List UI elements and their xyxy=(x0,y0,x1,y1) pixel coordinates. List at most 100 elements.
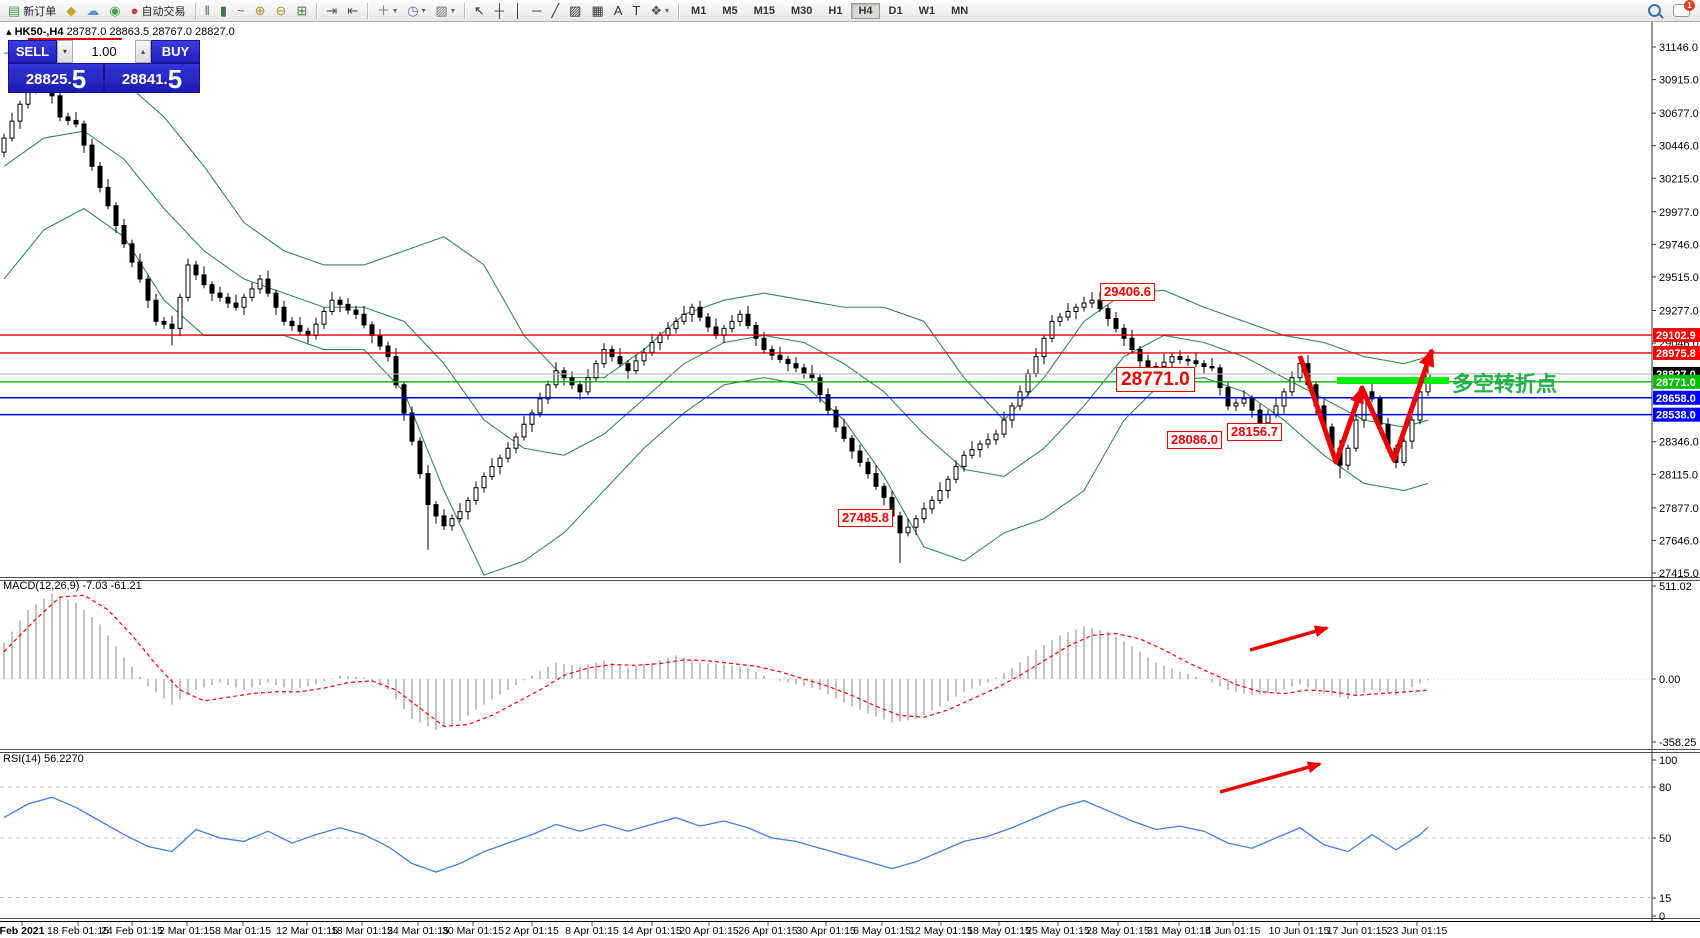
trendline-button[interactable]: ╱ xyxy=(546,1,564,21)
bar-chart-button[interactable]: ‖ xyxy=(200,1,215,21)
candle xyxy=(489,466,495,477)
timeframe-m15-button[interactable]: M15 xyxy=(753,4,776,17)
candle xyxy=(977,443,983,451)
price-annotation-label[interactable]: 27485.8 xyxy=(838,509,893,527)
price-axis-box-label: 28538.0 xyxy=(1656,410,1696,422)
chat-icon[interactable]: 1 xyxy=(1673,0,1695,17)
indicators-button[interactable]: ＋ ▾ xyxy=(372,1,402,21)
shapes-button[interactable]: ❖ ▾ xyxy=(645,1,674,21)
price-tick-label: 30915.0 xyxy=(1659,75,1699,87)
tile-windows-button[interactable]: ⊞ xyxy=(291,1,312,21)
price-annotation-label[interactable]: 28086.0 xyxy=(1167,431,1222,449)
autotrading-button[interactable]: ● 自动交易 xyxy=(126,1,191,21)
candlesticks xyxy=(1,50,1431,563)
candle xyxy=(969,449,975,456)
zoom-in-button[interactable]: ⊕ xyxy=(250,1,271,21)
zoom-out-button[interactable]: ⊖ xyxy=(271,1,292,21)
macd-signal-line xyxy=(3,594,1429,727)
price-annotation-label[interactable]: 29406.6 xyxy=(1100,283,1155,301)
templates-button[interactable]: ▨ ▾ xyxy=(431,1,460,21)
time-axis-label: 12 Mar 01:15 xyxy=(276,925,338,937)
text-label-icon: T xyxy=(632,3,641,18)
rsi-tick-label: 50 xyxy=(1659,833,1671,845)
price-annotation-label[interactable]: 28771.0 xyxy=(1116,367,1195,392)
candle xyxy=(713,326,719,336)
rsi-indicator-label: RSI(14) 56.2270 xyxy=(3,753,84,765)
crosshair-button[interactable]: ┼ xyxy=(490,1,509,21)
candle xyxy=(169,323,175,329)
candle xyxy=(689,306,695,315)
candle xyxy=(1121,327,1127,339)
line-chart-button[interactable]: ~ xyxy=(232,1,250,21)
candle xyxy=(265,278,271,294)
candle xyxy=(1233,402,1239,407)
candle xyxy=(697,306,703,318)
candle xyxy=(785,358,791,365)
price-annotation-label[interactable]: 28156.7 xyxy=(1227,423,1282,441)
zoom-in-icon: ⊕ xyxy=(254,3,266,18)
text-label-button[interactable]: T xyxy=(627,1,645,21)
candle-chart-button[interactable]: ▮ xyxy=(215,1,232,21)
timeframe-h1-button[interactable]: H1 xyxy=(828,4,843,17)
turning-point-green-bar[interactable] xyxy=(1337,377,1449,384)
crosshair-icon: ┼ xyxy=(494,3,504,18)
hline-button[interactable]: ─ xyxy=(527,1,546,21)
bull-bear-turning-point-note[interactable]: 多空转折点 xyxy=(1452,373,1557,396)
volume-input[interactable] xyxy=(73,40,135,63)
timeframe-m30-button[interactable]: M30 xyxy=(791,4,813,17)
profiles-button[interactable]: ☁ xyxy=(81,1,104,21)
styles-button[interactable]: ◆ xyxy=(61,1,81,21)
candle xyxy=(321,310,327,325)
fibonacci-button[interactable]: ▦ xyxy=(586,1,608,21)
candle xyxy=(257,278,263,290)
cursor-button[interactable]: ↖ xyxy=(469,1,490,21)
sell-button[interactable]: SELL xyxy=(8,40,57,63)
candle xyxy=(729,320,735,329)
timeframe-m5-button[interactable]: M5 xyxy=(722,4,738,17)
macd-trend-arrow[interactable] xyxy=(1249,626,1328,652)
candle xyxy=(793,363,799,369)
candle xyxy=(1409,419,1415,442)
price-tick-label: 29515.0 xyxy=(1659,272,1699,284)
toolbar-separator xyxy=(678,2,680,19)
equidistant-channel-button[interactable]: ▨ xyxy=(564,1,586,21)
candle xyxy=(457,511,463,520)
volume-increase-button[interactable]: ▴ xyxy=(135,40,151,63)
candle xyxy=(161,320,167,325)
timeframe-m1-button[interactable]: M1 xyxy=(691,4,707,17)
price-tick-label: 28115.0 xyxy=(1659,469,1698,481)
chart-shift-button[interactable]: ⇤ xyxy=(342,1,363,21)
search-icon[interactable] xyxy=(1648,4,1661,17)
collapse-triangle-icon[interactable]: ▴ xyxy=(6,26,12,38)
candle xyxy=(185,264,191,298)
candle xyxy=(81,123,87,146)
buy-button[interactable]: BUY xyxy=(151,40,200,63)
candle xyxy=(17,103,23,122)
candle xyxy=(873,473,879,487)
periods-button[interactable]: ◷ ▾ xyxy=(402,1,430,21)
timeframe-d1-button[interactable]: D1 xyxy=(888,4,903,17)
candle xyxy=(633,360,639,372)
time-axis-label: 10 Jun 01:15 xyxy=(1269,925,1330,937)
timeframe-mn-button[interactable]: MN xyxy=(951,4,969,17)
new-order-button[interactable]: ▤ 新订单 xyxy=(3,1,61,21)
candle xyxy=(761,337,767,351)
candle xyxy=(297,325,303,332)
candle xyxy=(209,284,215,294)
sell-price-display[interactable]: 28825. 5 xyxy=(8,63,104,93)
volume-decrease-button[interactable]: ▾ xyxy=(57,40,73,63)
signals-icon: ◉ xyxy=(109,3,121,18)
macd-tick-label: -358.25 xyxy=(1659,737,1696,749)
auto-scroll-button[interactable]: ⇥ xyxy=(321,1,342,21)
vline-button[interactable]: │ xyxy=(509,1,527,21)
buy-price-display[interactable]: 28841. 5 xyxy=(104,63,200,93)
text-button[interactable]: A xyxy=(609,1,628,21)
timeframe-h4-button[interactable]: H4 xyxy=(851,2,880,19)
rsi-trend-arrow[interactable] xyxy=(1219,762,1321,794)
signals-button[interactable]: ◉ xyxy=(104,1,125,21)
candle xyxy=(705,316,711,328)
timeframe-w1-button[interactable]: W1 xyxy=(918,4,936,17)
candle xyxy=(513,436,519,449)
rsi-tick-label: 0 xyxy=(1659,911,1665,923)
